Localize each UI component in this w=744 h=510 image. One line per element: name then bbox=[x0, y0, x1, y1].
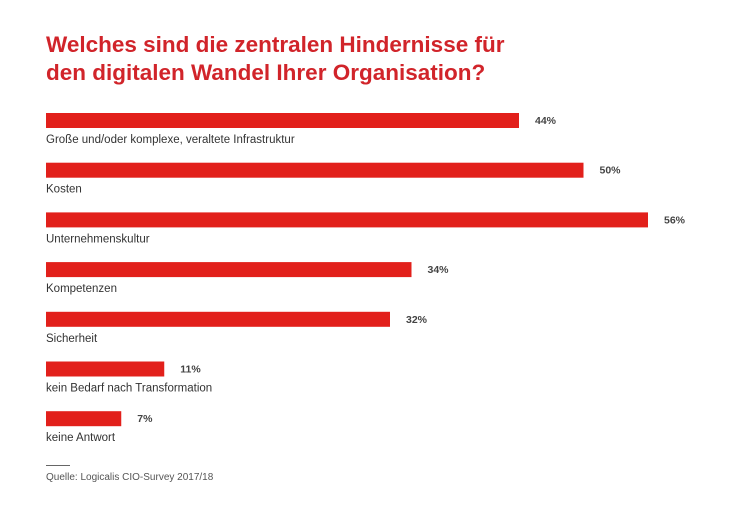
value-label: 50% bbox=[600, 165, 622, 177]
category-label: Kompetenzen bbox=[46, 283, 117, 295]
category-label: keine Antwort bbox=[46, 432, 116, 444]
value-label: 7% bbox=[137, 413, 153, 425]
value-label: 32% bbox=[406, 314, 428, 326]
category-label: Sicherheit bbox=[46, 333, 98, 345]
bar-4 bbox=[46, 311, 390, 327]
value-label: 34% bbox=[428, 264, 450, 276]
chart-title: Welches sind die zentralen Hindernisse f… bbox=[46, 32, 505, 85]
bar-5 bbox=[46, 361, 165, 377]
source-note: Quelle: Logicalis CIO-Survey 2017/18 bbox=[46, 472, 214, 483]
category-label: Große und/oder komplexe, veraltete Infra… bbox=[46, 134, 295, 146]
bar-0 bbox=[46, 113, 519, 128]
category-label: Unternehmenskultur bbox=[46, 233, 150, 245]
category-label: kein Bedarf nach Transformation bbox=[46, 383, 212, 395]
bar-2 bbox=[46, 212, 648, 228]
value-label: 44% bbox=[535, 115, 557, 127]
bar-3 bbox=[46, 262, 412, 278]
bar-1 bbox=[46, 162, 584, 178]
category-label: Kosten bbox=[46, 184, 82, 196]
value-label: 56% bbox=[664, 214, 686, 226]
bar-6 bbox=[46, 411, 122, 427]
source-divider bbox=[46, 465, 70, 466]
value-label: 11% bbox=[180, 364, 201, 376]
